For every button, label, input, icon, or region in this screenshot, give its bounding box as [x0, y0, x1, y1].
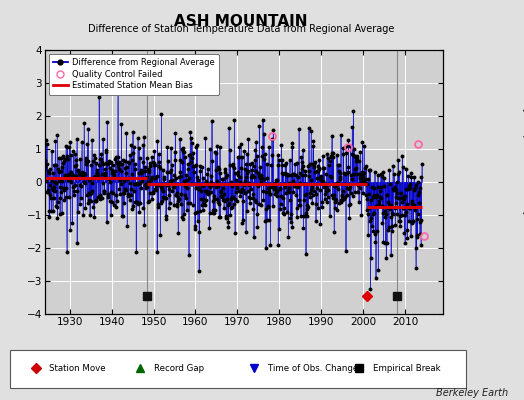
Text: Record Gap: Record Gap	[154, 364, 204, 373]
Text: Time of Obs. Change: Time of Obs. Change	[268, 364, 358, 373]
FancyBboxPatch shape	[10, 350, 466, 388]
Text: Station Move: Station Move	[49, 364, 106, 373]
Y-axis label: Monthly Temperature Anomaly Difference (°C): Monthly Temperature Anomaly Difference (…	[522, 77, 524, 287]
Legend: Difference from Regional Average, Quality Control Failed, Estimated Station Mean: Difference from Regional Average, Qualit…	[49, 54, 219, 94]
Text: ASH MOUNTAIN: ASH MOUNTAIN	[174, 14, 308, 29]
Text: Difference of Station Temperature Data from Regional Average: Difference of Station Temperature Data f…	[88, 24, 394, 34]
Text: Berkeley Earth: Berkeley Earth	[436, 388, 508, 398]
Text: Empirical Break: Empirical Break	[373, 364, 441, 373]
